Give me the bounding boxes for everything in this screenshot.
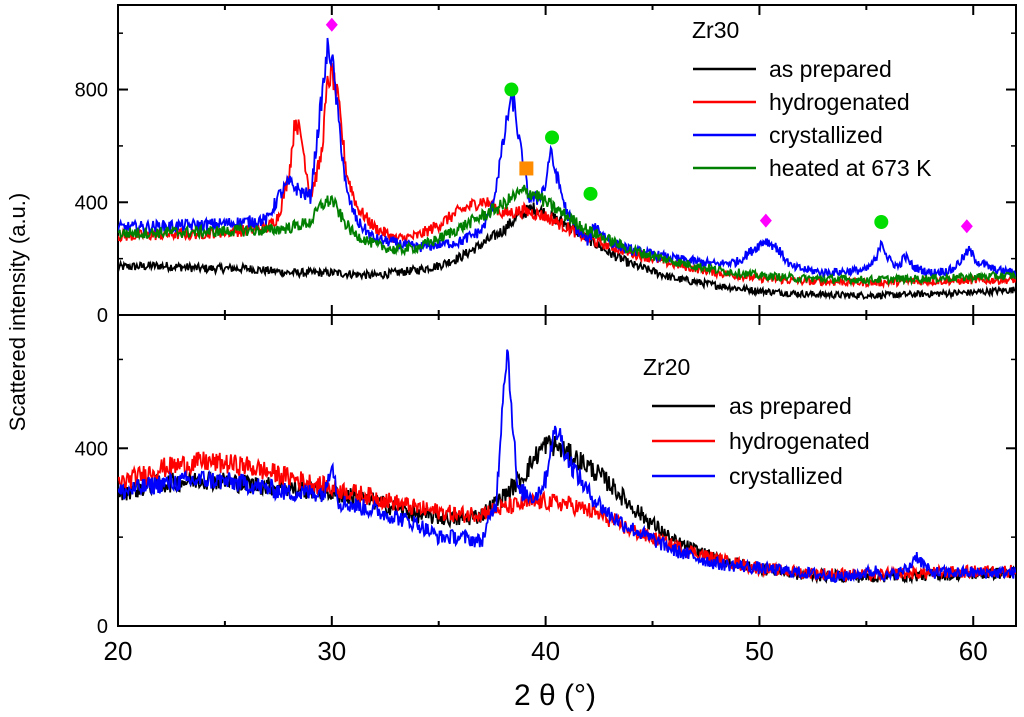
y-tick-label: 0 bbox=[97, 616, 108, 638]
bottom-plot-frame bbox=[117, 314, 1017, 627]
x-tick-label: 20 bbox=[104, 636, 133, 666]
axis-ticks: 0 400 800 0 400 20 30 40 50 60 bbox=[75, 5, 1016, 666]
series-line-crystallized bbox=[118, 349, 1016, 583]
legend-entry: as prepared bbox=[729, 393, 852, 419]
peak-marker-diamond bbox=[960, 219, 973, 234]
peak-marker-circle bbox=[583, 186, 598, 201]
peak-marker-circle bbox=[874, 215, 889, 229]
series-line-heated-at-673-k bbox=[118, 184, 1016, 287]
x-tick-label: 50 bbox=[745, 636, 774, 666]
legend-entry: crystallized bbox=[769, 122, 883, 148]
x-tick-label: 30 bbox=[317, 636, 346, 666]
legends: Zr30 as prepared hydrogenated crystallized h… bbox=[643, 17, 932, 489]
peak-marker-circle bbox=[545, 130, 560, 145]
y-tick-label: 400 bbox=[75, 438, 108, 460]
peak-marker-diamond bbox=[759, 213, 772, 228]
x-tick-label: 40 bbox=[531, 636, 560, 666]
series-line-crystallized bbox=[118, 37, 1016, 279]
top-series-group bbox=[118, 37, 1016, 301]
series-line-hydrogenated bbox=[118, 62, 1016, 289]
series-line-as-prepared bbox=[118, 435, 1016, 585]
peak-marker-circle bbox=[504, 82, 519, 97]
y-tick-label: 0 bbox=[97, 305, 108, 327]
bottom-series-group bbox=[118, 349, 1016, 585]
legend-title: Zr30 bbox=[692, 17, 739, 43]
legend-entry: hydrogenated bbox=[769, 89, 910, 115]
legend-entry: hydrogenated bbox=[729, 428, 870, 454]
peak-markers bbox=[325, 17, 973, 234]
y-tick-label: 400 bbox=[75, 192, 108, 214]
y-axis-label: Scattered intensity (a.u.) bbox=[5, 193, 30, 431]
legend-title: Zr20 bbox=[643, 354, 690, 380]
peak-marker-square bbox=[519, 161, 534, 176]
x-axis-label: 2 θ (°) bbox=[514, 679, 596, 712]
legend-entry: as prepared bbox=[769, 56, 892, 82]
peak-marker-diamond bbox=[325, 17, 338, 32]
x-tick-label: 60 bbox=[959, 636, 988, 666]
series-line-hydrogenated bbox=[118, 451, 1016, 583]
y-tick-label: 800 bbox=[75, 80, 108, 102]
legend-entry: heated at 673 K bbox=[769, 155, 932, 181]
legend-entry: crystallized bbox=[729, 463, 843, 489]
